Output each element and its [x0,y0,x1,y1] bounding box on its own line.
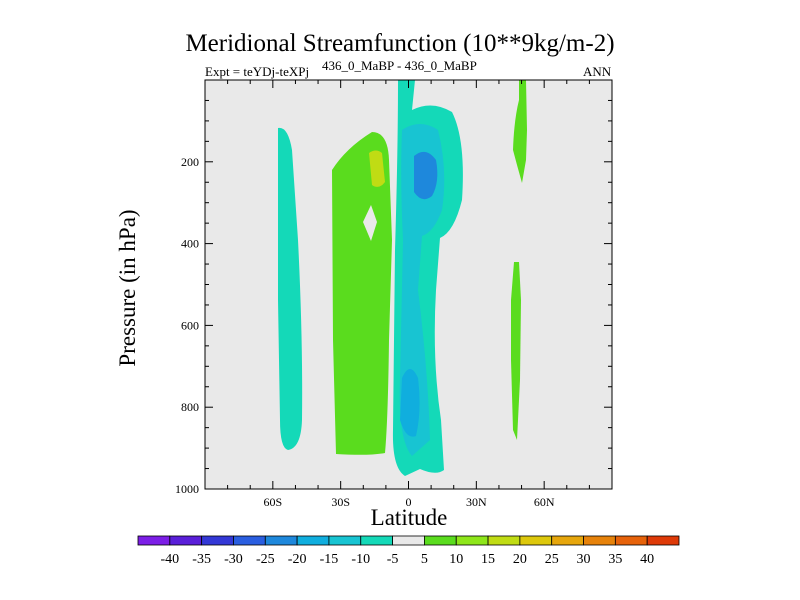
y-tick-label: 1000 [175,482,199,496]
y-tick-label: 400 [181,237,199,251]
y-axis-label: Pressure (in hPa) [115,209,140,367]
region-band-50N-upper [513,80,527,183]
x-tick-label: 60N [534,495,555,509]
region-core-30S [369,150,385,187]
region-band-30S [332,132,392,455]
axis-ticks [204,79,613,490]
y-tick-label: 800 [181,400,199,414]
x-tick-label: 60S [263,495,282,509]
x-tick-label: 0 [406,495,412,509]
axis-tick-labels: 60S 30S 0 30N 60N 200 400 600 800 1000 [175,155,555,509]
region-equatorial-core-upper [414,151,438,200]
region-equatorial-core-lower [400,369,420,437]
y-tick-label: 200 [181,155,199,169]
period-label: 436_0_MaBP - 436_0_MaBP [322,58,477,73]
chart-title: Meridional Streamfunction (10**9kg/m-2) [185,30,615,57]
experiment-label: Expt = teYDj-teXPj [205,64,310,79]
contour-regions [278,80,527,476]
x-tick-label: 30N [466,495,487,509]
y-tick-label: 600 [181,318,199,332]
x-tick-label: 30S [331,495,350,509]
region-band-50N-lower [511,262,521,440]
season-label: ANN [583,64,612,79]
region-band-60S [278,127,303,450]
region-hole-30S [363,205,377,241]
x-axis-label: Latitude [370,505,448,530]
